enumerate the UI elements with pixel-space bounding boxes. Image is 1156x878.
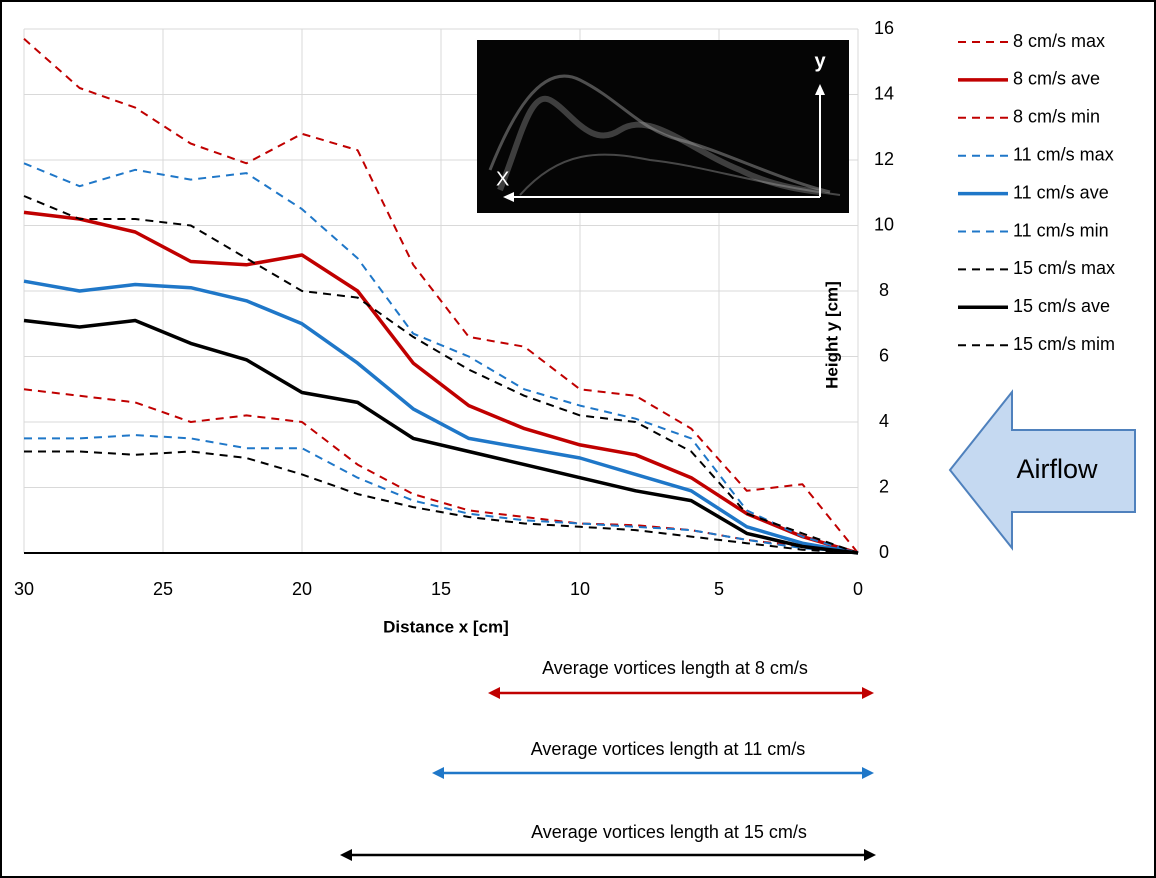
annotation: Average vortices length at 15 cm/s [531,822,807,842]
y-tick-label: 12 [874,149,894,169]
arrowhead [340,849,352,861]
series-line [23,318,859,555]
inset-smoke [488,74,831,194]
airflow-label: Airflow [1016,454,1098,484]
legend-label: 15 cm/s max [1013,258,1115,278]
series-line [23,195,859,554]
y-tick-label: 8 [879,280,889,300]
y-tick-label: 10 [874,214,894,234]
series-line [23,210,859,555]
x-tick-label: 10 [570,579,590,599]
series-line [23,38,859,554]
inset-y-label: y [814,50,826,72]
inset-smoke [497,95,821,195]
x-tick-label: 25 [153,579,173,599]
legend-label: 8 cm/s ave [1013,69,1100,89]
x-tick-label: 5 [714,579,724,599]
inset-arrowhead [815,84,825,95]
legend-label: 8 cm/s max [1013,31,1105,51]
legend-label: 8 cm/s min [1013,107,1100,127]
inset-smoke [519,153,841,196]
legend-label: 15 cm/s mim [1013,334,1115,354]
x-tick-label: 20 [292,579,312,599]
series-line [23,162,859,554]
series-line [24,450,859,554]
y-tick-label: 4 [879,411,889,431]
airflow-arrow [948,389,1136,551]
y-tick-label: 2 [879,476,889,496]
series-line [23,388,859,554]
x-tick-label: 30 [14,579,34,599]
series-lines [23,38,859,555]
legend-label: 11 cm/s min [1013,220,1109,240]
y-tick-label: 6 [879,345,889,365]
series-line [23,279,859,555]
inset-x-label: X [496,168,509,190]
legend-label: 11 cm/s max [1013,144,1114,164]
y-axis-title: Height y [cm] [822,281,841,389]
x-tick-label: 15 [431,579,451,599]
x-axis-title: Distance x [cm] [383,617,509,636]
y-tick-label: 0 [879,542,889,562]
annotation: Average vortices length at 11 cm/s [531,739,805,759]
y-tick-label: 14 [874,83,894,103]
inset-image: X y [477,40,849,213]
arrowhead [862,767,874,779]
annotation: Average vortices length at 8 cm/s [542,658,808,678]
arrowhead [862,687,874,699]
length-annotations: Average vortices length at 8 cm/s Averag… [340,658,876,861]
legend-label: 11 cm/s ave [1013,182,1109,202]
legend-label: 15 cm/s ave [1013,296,1110,316]
arrowhead [488,687,500,699]
y-tick-label: 16 [874,18,894,38]
inset-arrowhead [503,192,514,202]
arrowhead [432,767,444,779]
arrowhead [864,849,876,861]
x-tick-label: 0 [853,579,863,599]
